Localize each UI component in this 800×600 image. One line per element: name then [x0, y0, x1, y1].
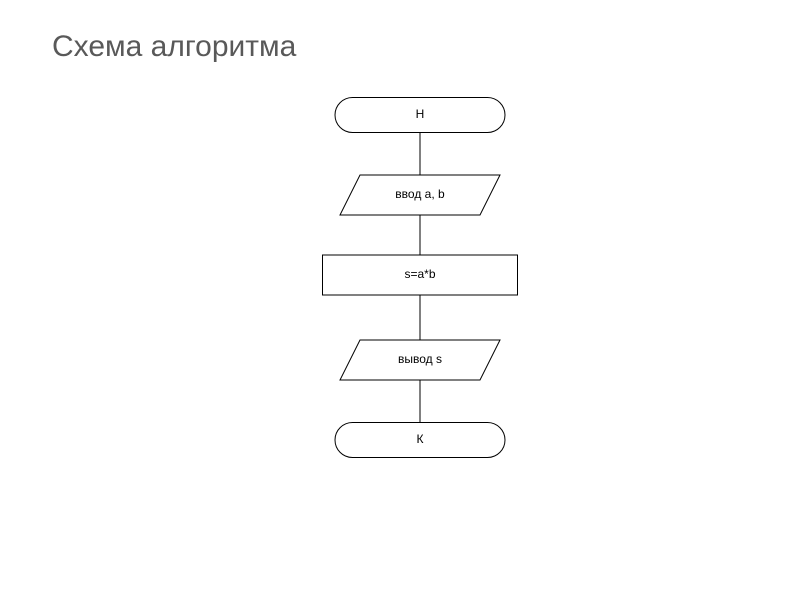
flow-label-process: s=a*b — [404, 267, 435, 281]
flow-label-start: Н — [416, 107, 425, 121]
flow-label-end: К — [417, 432, 424, 446]
flowchart-canvas: Нввод a, b s=a*b вывод s К — [0, 0, 800, 600]
flow-label-output: вывод s — [398, 352, 442, 366]
flow-label-input: ввод a, b — [395, 187, 445, 201]
